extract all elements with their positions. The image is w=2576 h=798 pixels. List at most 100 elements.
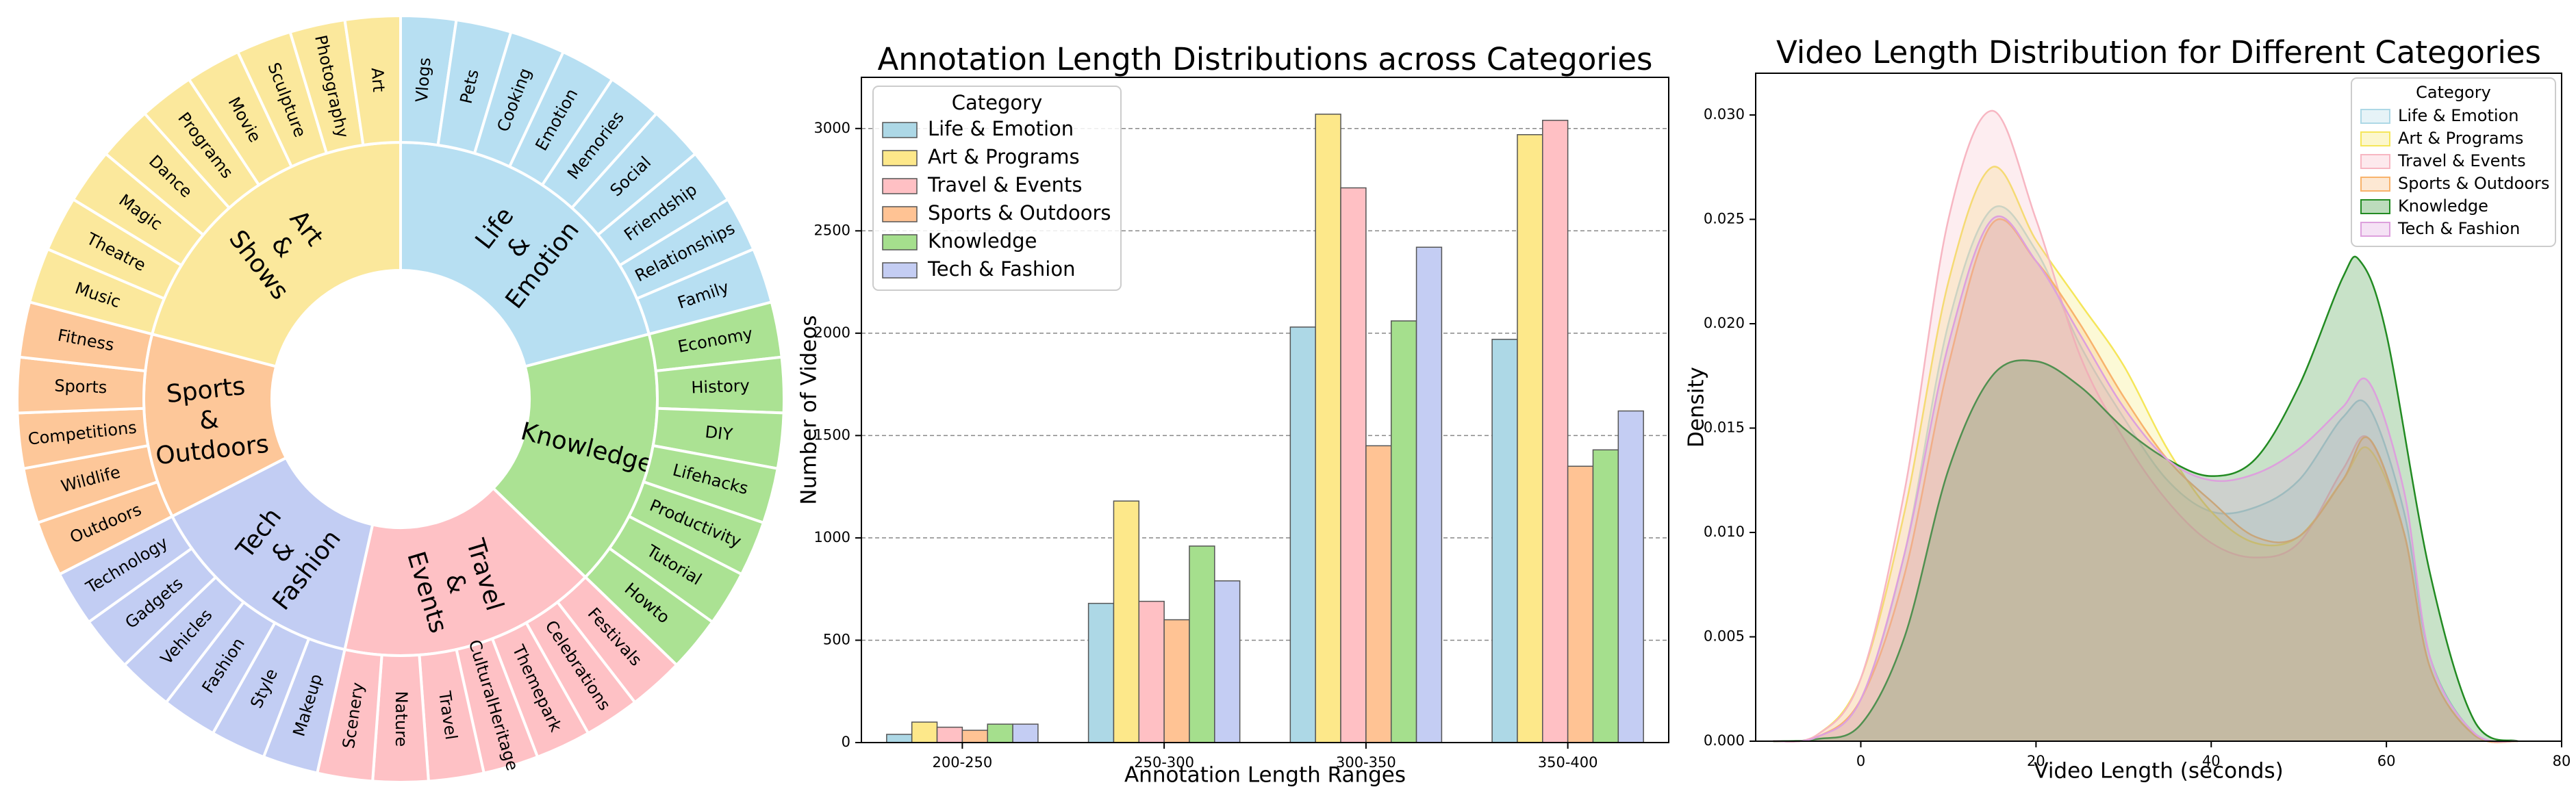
bar-y-tick-label: 2000 [814, 324, 850, 341]
bar-knowledge-300-350 [1390, 320, 1417, 743]
bar-travel-events-300-350 [1340, 187, 1367, 743]
density-y-tick-label: 0.015 [1704, 420, 1745, 436]
density-x-tick-label: 0 [1856, 753, 1865, 769]
sunburst-outer-label: Art [368, 67, 389, 93]
sunburst-label-line: & [198, 405, 220, 435]
density-legend-label: Sports & Outdoors [2398, 174, 2549, 193]
bar-legend-label: Tech & Fashion [927, 257, 1075, 281]
bar-knowledge-350-400 [1592, 449, 1619, 743]
bar-knowledge-200-250 [987, 723, 1013, 743]
density-legend-swatch [2360, 177, 2390, 192]
density-chart-title: Video Length Distribution for Different … [1776, 34, 2541, 70]
bar-x-tick-label: 300-350 [1336, 754, 1396, 771]
density-legend-swatch [2360, 199, 2390, 214]
sunburst-outer-label: Nature [392, 691, 411, 747]
sunburst-outer-label: DIY [704, 422, 733, 444]
bar-y-tick-label: 500 [823, 631, 850, 647]
density-area-sports-outdoors [1773, 219, 2518, 743]
bar-sports-outdoors-300-350 [1365, 445, 1392, 743]
bar-knowledge-250-300 [1189, 545, 1215, 743]
bar-legend [872, 86, 1122, 291]
density-legend-swatch [2360, 222, 2390, 237]
density-area-art-programs [1773, 166, 2518, 743]
bar-y-tick-label: 2500 [814, 222, 850, 238]
bar-legend-title: Category [952, 91, 1042, 114]
bar-life-emotion-300-350 [1289, 326, 1316, 743]
bar-y-tick-label: 3000 [814, 120, 850, 136]
density-y-tick-label: 0.025 [1704, 211, 1745, 227]
density-chart: 0 20 40 60 80 0.000 0.005 0.010 0.015 0.020 0.025 0… [1684, 34, 2571, 784]
density-legend-swatch [2360, 154, 2390, 169]
bar-x-tick-label: 250-300 [1134, 754, 1194, 771]
bar-legend-swatch [882, 206, 918, 222]
density-plot-frame [1755, 73, 2562, 742]
bar-x-tick-label: 200-250 [933, 754, 993, 771]
density-line-tech-fashion [1773, 215, 2518, 743]
density-y-tick-label: 0.000 [1704, 732, 1745, 749]
bar-art-programs-350-400 [1517, 133, 1543, 743]
density-y-tick-label: 0.010 [1704, 524, 1745, 540]
sunburst-outer-art [343, 14, 402, 147]
density-y-tick-label: 0.005 [1704, 628, 1745, 645]
bar-y-axis-label: Number of Videos [797, 315, 822, 504]
density-y-axis-label: Density [1684, 367, 1709, 448]
bar-chart-title: Annotation Length Distributions across C… [878, 41, 1653, 77]
bar-sports-outdoors-200-250 [961, 730, 988, 743]
density-legend-label: Tech & Fashion [2397, 219, 2520, 238]
density-legend-label: Travel & Events [2397, 151, 2526, 170]
bar-travel-events-350-400 [1542, 120, 1569, 743]
density-y-tick-label: 0.030 [1704, 106, 1745, 123]
density-area-life-emotion [1773, 206, 2518, 742]
density-legend [2351, 77, 2556, 247]
bar-life-emotion-250-300 [1087, 602, 1115, 743]
bar-y-tick-label: 1000 [814, 529, 850, 545]
density-area-knowledge [1773, 256, 2518, 741]
bar-sports-outdoors-250-300 [1163, 619, 1190, 743]
density-x-axis-label: Video Length (seconds) [2034, 759, 2283, 784]
bar-sports-outdoors-350-400 [1567, 465, 1594, 743]
density-legend-label: Life & Emotion [2398, 106, 2518, 125]
bar-legend-label: Life & Emotion [928, 117, 1074, 140]
density-line-sports-outdoors [1773, 218, 2518, 743]
bar-legend-swatch [882, 178, 918, 194]
bar-legend-label: Art & Programs [928, 145, 1080, 168]
sunburst-outer-label: History [691, 376, 750, 397]
bar-plot-frame [861, 77, 1669, 743]
density-legend-title: Category [2416, 83, 2491, 102]
bar-legend-swatch [882, 234, 918, 250]
sunburst-outer-label: Sports [54, 376, 108, 398]
bar-y-tick-label: 1500 [814, 426, 850, 443]
density-x-tick-label: 80 [2553, 753, 2571, 769]
bar-art-programs-250-300 [1113, 500, 1140, 743]
bar-legend-swatch [882, 122, 918, 138]
bar-tech-fashion-350-400 [1617, 410, 1644, 743]
bar-life-emotion-350-400 [1491, 339, 1518, 743]
bar-chart: 200-250 250-300 300-350 350-400 0 500 1000 1500… [797, 41, 1669, 788]
density-y-tick-label: 0.020 [1704, 315, 1745, 331]
density-legend-swatch [2360, 109, 2390, 124]
bar-tech-fashion-300-350 [1415, 246, 1443, 743]
density-legend-label: Knowledge [2398, 196, 2488, 216]
bar-legend-label: Sports & Outdoors [928, 201, 1111, 224]
bar-life-emotion-200-250 [886, 734, 913, 743]
bar-travel-events-250-300 [1138, 600, 1165, 743]
sunburst-outer-label: Vlogs [412, 57, 435, 103]
bar-legend-swatch [882, 150, 918, 166]
density-x-tick-label: 20 [2027, 753, 2045, 769]
bar-legend-swatch [882, 262, 918, 279]
bar-x-tick-label: 350-400 [1538, 754, 1598, 771]
density-area-tech-fashion [1773, 216, 2518, 742]
bar-art-programs-200-250 [911, 721, 938, 743]
bar-travel-events-200-250 [936, 726, 963, 743]
bar-y-tick-label: 0 [842, 734, 850, 750]
density-x-tick-label: 60 [2377, 753, 2396, 769]
density-legend-label: Art & Programs [2398, 129, 2523, 148]
bar-legend-label: Travel & Events [927, 173, 1082, 196]
bar-x-axis-label: Annotation Length Ranges [1124, 763, 1406, 788]
density-line-knowledge [1773, 255, 2518, 743]
bar-art-programs-300-350 [1315, 114, 1341, 743]
density-legend-swatch [2360, 131, 2390, 146]
bar-tech-fashion-250-300 [1214, 580, 1241, 743]
bar-legend-label: Knowledge [928, 229, 1037, 253]
